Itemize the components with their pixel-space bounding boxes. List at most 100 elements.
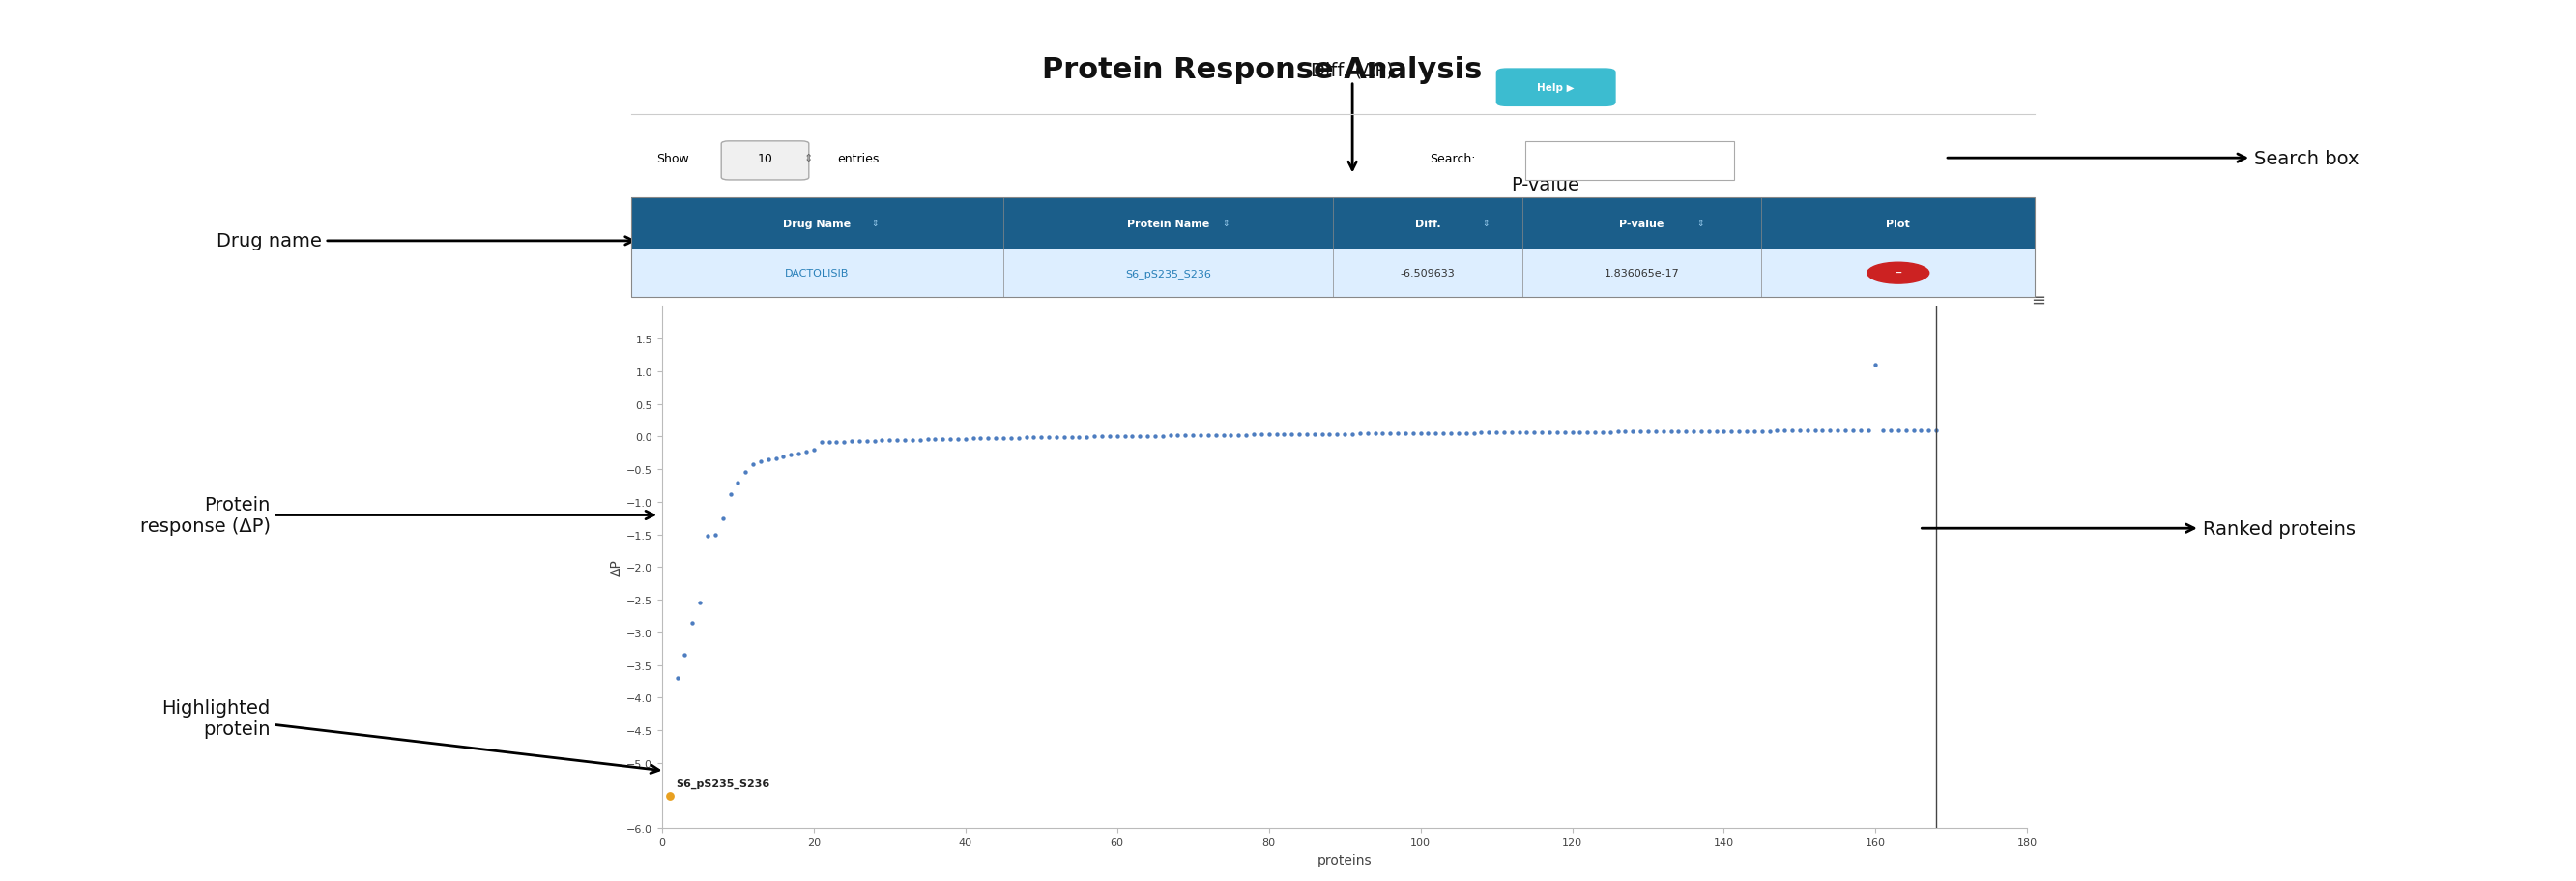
Text: Highlighted
protein: Highlighted protein <box>162 699 659 774</box>
Point <box>1301 427 1342 441</box>
Point <box>1543 426 1584 440</box>
Point <box>884 433 925 448</box>
Point <box>1484 426 1525 440</box>
Point <box>778 447 819 461</box>
Point <box>1133 429 1175 443</box>
Point <box>1832 424 1873 438</box>
Point <box>1332 427 1373 441</box>
Point <box>922 433 963 447</box>
Point <box>1515 426 1556 440</box>
Point <box>997 431 1038 445</box>
Text: P-value: P-value <box>1620 219 1664 228</box>
Text: ⇕: ⇕ <box>1224 219 1229 228</box>
Point <box>1772 424 1814 438</box>
Point <box>696 528 737 542</box>
Point <box>899 433 940 447</box>
Point <box>1659 425 1700 439</box>
Point <box>1195 428 1236 442</box>
Bar <box>631 249 2035 298</box>
Point <box>703 512 744 526</box>
Point <box>976 432 1018 446</box>
Point <box>1672 425 1713 439</box>
Text: Diff. (ΔP): Diff. (ΔP) <box>1311 61 1394 171</box>
Point <box>989 432 1030 446</box>
Point <box>1703 425 1744 439</box>
Point <box>1734 425 1775 439</box>
Point <box>1036 431 1077 445</box>
Point <box>1020 431 1061 445</box>
Point <box>1886 424 1927 438</box>
Point <box>1788 424 1829 438</box>
Point <box>1406 426 1448 440</box>
Point <box>1005 431 1046 445</box>
Point <box>961 432 1002 446</box>
Point <box>1628 425 1669 439</box>
Point <box>1378 426 1419 440</box>
Point <box>1437 426 1479 440</box>
Point <box>809 435 850 449</box>
Point <box>1870 424 1911 438</box>
Text: Protein
response (ΔP): Protein response (ΔP) <box>139 496 654 535</box>
Point <box>1582 426 1623 440</box>
Point <box>1270 428 1311 442</box>
Text: entries: entries <box>837 152 878 165</box>
Point <box>1242 428 1283 442</box>
Point <box>1262 428 1303 442</box>
Point <box>1149 429 1190 443</box>
Point <box>907 433 948 447</box>
Point <box>1203 428 1244 442</box>
Point <box>1795 424 1837 438</box>
Text: 1.836065e-17: 1.836065e-17 <box>1605 269 1680 278</box>
Point <box>1453 426 1494 440</box>
Text: ⇕: ⇕ <box>804 154 814 163</box>
Point <box>739 455 781 469</box>
Point <box>1476 426 1517 440</box>
Text: Ranked proteins: Ranked proteins <box>1922 520 2354 537</box>
Point <box>1765 424 1806 438</box>
Point <box>1066 430 1108 444</box>
Point <box>1636 425 1677 439</box>
Point <box>1051 430 1092 444</box>
X-axis label: proteins: proteins <box>1316 853 1373 866</box>
Point <box>1780 424 1821 438</box>
Point <box>1528 426 1569 440</box>
Text: Search:: Search: <box>1430 152 1476 165</box>
Text: Diff.: Diff. <box>1414 219 1440 228</box>
Point <box>1917 424 1958 438</box>
Point <box>1726 425 1767 439</box>
Point <box>1574 426 1615 440</box>
FancyBboxPatch shape <box>1525 142 1734 181</box>
Point <box>1468 426 1510 440</box>
Point <box>762 450 804 464</box>
Point <box>1293 427 1334 441</box>
Point <box>1566 426 1607 440</box>
Circle shape <box>1868 263 1929 284</box>
Point <box>1445 426 1486 440</box>
Point <box>1847 424 1888 438</box>
Point <box>840 434 881 448</box>
Point <box>1909 424 1950 438</box>
Point <box>1090 430 1131 444</box>
Point <box>708 487 752 501</box>
Point <box>1164 429 1206 443</box>
Point <box>1414 426 1455 440</box>
Point <box>1551 426 1592 440</box>
Point <box>1363 427 1404 441</box>
Point <box>860 433 902 448</box>
Point <box>832 434 873 448</box>
Point <box>1309 427 1350 441</box>
Point <box>1386 426 1427 440</box>
Bar <box>631 198 2035 249</box>
Point <box>891 433 933 448</box>
Point <box>1226 428 1267 442</box>
Point <box>824 435 866 449</box>
Point <box>953 432 994 446</box>
Point <box>724 466 765 480</box>
Point <box>1893 424 1935 438</box>
Text: Protein Response Analysis: Protein Response Analysis <box>1043 56 1481 85</box>
Point <box>1180 429 1221 443</box>
Text: -6.509633: -6.509633 <box>1401 269 1455 278</box>
Point <box>1855 359 1896 373</box>
Point <box>680 596 721 611</box>
Point <box>1172 429 1213 443</box>
